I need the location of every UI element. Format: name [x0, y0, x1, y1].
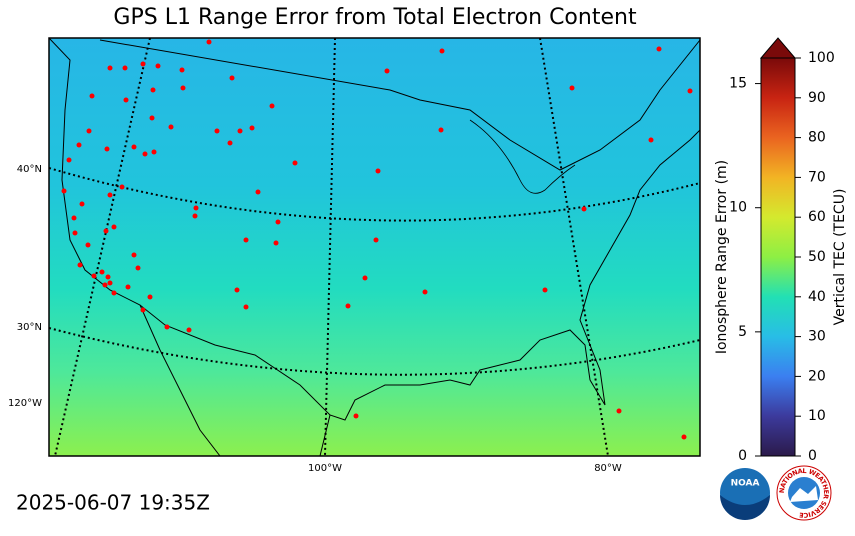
tec-tick-label: 10	[808, 408, 826, 424]
range-tick-label: 5	[738, 324, 747, 340]
tec-tick-label: 90	[808, 90, 826, 106]
lat-label: 40°N	[17, 164, 42, 175]
tec-tick-label: 50	[808, 249, 826, 265]
tec-tick-label: 100	[808, 50, 835, 66]
colorbar	[760, 57, 796, 457]
tec-field	[49, 38, 700, 456]
range-tick-label: 10	[729, 200, 747, 216]
coastlines	[49, 38, 700, 456]
timestamp: 2025-06-07 19:35Z	[16, 491, 210, 515]
noaa-text: NOAA	[731, 479, 760, 489]
tec-tick-label: 80	[808, 130, 826, 146]
lon-label: 120°W	[8, 398, 42, 409]
lat-label: 30°N	[17, 322, 42, 333]
colorbar-extend	[759, 37, 797, 59]
tec-tick-label: 70	[808, 169, 826, 185]
tec-tick-label: 30	[808, 329, 826, 345]
graticule	[49, 38, 700, 456]
tec-tick-label: 60	[808, 209, 826, 225]
range-axis-label: Ionosphere Range Error (m)	[714, 160, 730, 354]
tec-tick-label: 40	[808, 289, 826, 305]
stations	[61, 39, 693, 440]
map	[49, 38, 700, 456]
tec-tick-label: 20	[808, 368, 826, 384]
lon-label: 100°W	[308, 463, 342, 474]
tec-axis-label: Vertical TEC (TECU)	[832, 189, 848, 326]
tec-tick-label: 0	[808, 448, 817, 464]
range-tick-label: 0	[738, 448, 747, 464]
noaa-logo: NOAA	[720, 468, 770, 520]
colorbar-axes: 0 10 20 30 40 50 60 70 80 90 100 0 5 10 15	[729, 50, 835, 464]
title: GPS L1 Range Error from Total Electron C…	[113, 5, 637, 30]
range-tick-label: 15	[729, 76, 747, 92]
nws-logo: NATIONAL WEATHER SERVICE	[776, 465, 832, 521]
lon-label: 80°W	[594, 463, 622, 474]
map-frame	[48, 37, 701, 457]
